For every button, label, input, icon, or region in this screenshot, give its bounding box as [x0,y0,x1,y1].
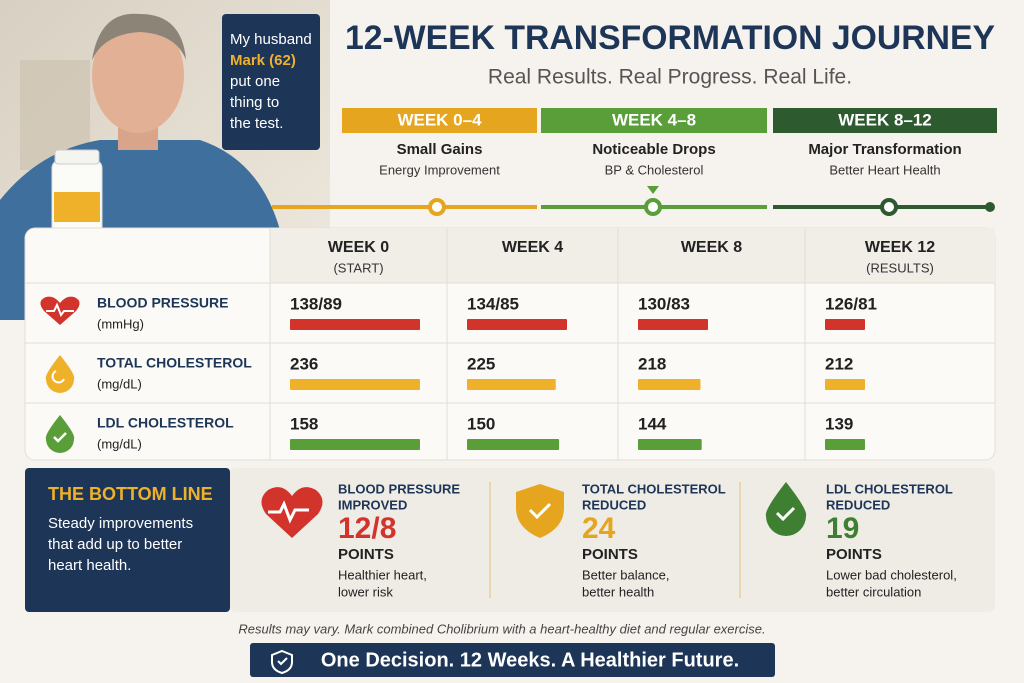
bottom-line-text: that add up to better [48,536,182,553]
column-week: WEEK 0 [328,239,389,256]
summary-title: TOTAL CHOLESTEROL [582,481,726,496]
summary-note: Lower bad cholesterol, [826,567,957,582]
metric-name: BLOOD PRESSURE [97,295,228,311]
summary-value: 19 [826,512,859,545]
quote-box [222,14,320,150]
phase-header [342,108,537,133]
summary-title: LDL CHOLESTEROL [826,481,953,496]
summary-note: better circulation [826,584,921,599]
quote-line: put one [230,73,280,90]
summary-title: REDUCED [582,497,646,512]
bottom-line-text: heart health. [48,557,131,574]
value-bar [638,439,702,450]
timeline-dot [428,198,446,216]
cell-value: 150 [467,414,495,433]
column-week: WEEK 8 [681,239,742,256]
bottom-line-text: Steady improvements [48,515,193,532]
value-bar [825,319,865,330]
summary-title: REDUCED [826,497,890,512]
subtitle: Real Results. Real Progress. Real Life. [488,66,852,89]
cell-value: 212 [825,354,853,373]
summary-icon [516,484,564,538]
summary-unit: POINTS [338,546,394,563]
column-note: (START) [333,260,383,275]
table-header-bg [270,228,995,283]
title: 12-WEEK TRANSFORMATION JOURNEY [345,19,995,57]
timeline-marker [647,186,659,194]
phase-subtitle: Better Heart Health [829,162,940,177]
summary-title: BLOOD PRESSURE [338,481,460,496]
shield-icon [271,649,293,675]
metric-icon [45,415,75,453]
quote-line: Mark (62) [230,52,296,69]
cell-value: 130/83 [638,294,690,313]
phase-week: WEEK 8–12 [838,110,932,129]
value-bar [290,379,420,390]
value-bar [825,439,865,450]
value-bar [467,439,560,450]
summary-unit: POINTS [826,546,882,563]
cell-value: 236 [290,354,318,373]
cell-value: 138/89 [290,294,342,313]
quote-line: thing to [230,94,279,111]
cell-value: 158 [290,414,318,433]
metric-name: LDL CHOLESTEROL [97,415,234,431]
summary-note: Healthier heart, [338,567,427,582]
cell-value: 134/85 [467,294,519,313]
metric-unit: (mg/dL) [97,436,142,451]
summary-icon [765,482,807,536]
footnote: Results may vary. Mark combined Cholibri… [238,621,765,636]
value-bar [825,379,865,390]
value-bar [467,379,556,390]
summary-panel [230,468,995,612]
value-bar [290,319,420,330]
cell-value: 144 [638,414,667,433]
bottom-line-box [25,468,230,612]
metric-icon [40,296,80,325]
metric-name: TOTAL CHOLESTEROL [97,355,252,371]
metric-unit: (mmHg) [97,316,144,331]
value-bar [467,319,567,330]
phase-title: Noticeable Drops [592,141,715,158]
column-week: WEEK 4 [502,239,563,256]
summary-note: better health [582,584,654,599]
quote-line: the test. [230,115,283,132]
banner: One Decision. 12 Weeks. A Healthier Futu… [321,649,739,671]
phase-week: WEEK 0–4 [397,110,482,129]
summary-unit: POINTS [582,546,638,563]
summary-value: 12/8 [338,512,396,545]
timeline-end [985,202,995,212]
cell-value: 139 [825,414,853,433]
phase-subtitle: Energy Improvement [379,162,500,177]
cell-value: 225 [467,354,495,373]
phase-subtitle: BP & Cholesterol [605,162,704,177]
timeline-dot [644,198,662,216]
column-note: (RESULTS) [866,260,934,275]
summary-title: IMPROVED [338,497,407,512]
metric-icon [45,355,75,393]
phase-title: Small Gains [397,141,483,158]
timeline-dot [880,198,898,216]
summary-value: 24 [582,512,616,545]
phase-title: Major Transformation [808,141,961,158]
value-bar [290,439,420,450]
cell-value: 126/81 [825,294,877,313]
phase-header [541,108,767,133]
cell-value: 218 [638,354,666,373]
quote-line: My husband [230,31,312,48]
summary-note: lower risk [338,584,393,599]
bottom-line-title: THE BOTTOM LINE [48,484,213,504]
column-week: WEEK 12 [865,239,935,256]
metric-unit: (mg/dL) [97,376,142,391]
summary-icon [261,487,323,538]
banner-box [250,643,775,677]
summary-note: Better balance, [582,567,669,582]
phase-header [773,108,997,133]
phase-week: WEEK 4–8 [612,110,696,129]
value-bar [638,379,701,390]
value-bar [638,319,708,330]
